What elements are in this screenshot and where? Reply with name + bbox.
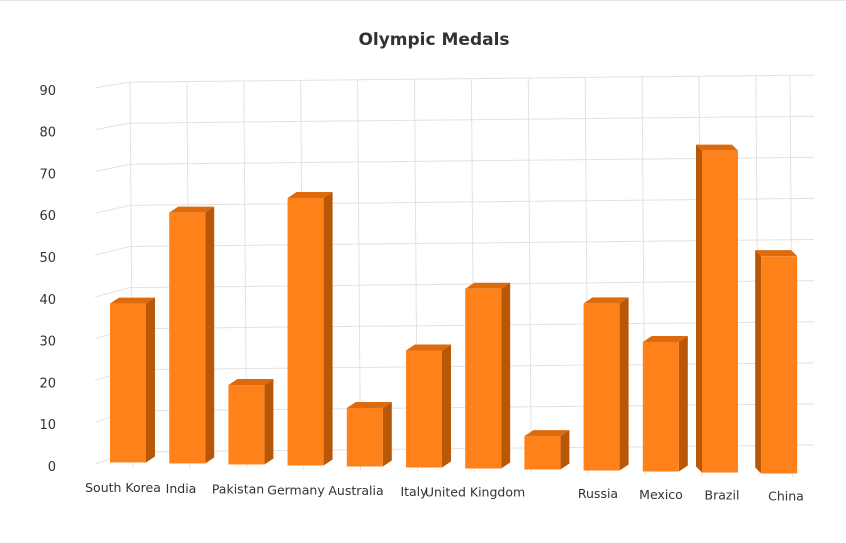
bar-top-11 xyxy=(755,250,798,257)
gridline-left-8 xyxy=(94,122,131,131)
bar-front-3 xyxy=(287,197,324,466)
y-tick-label: 10 xyxy=(39,418,56,433)
bar-front-2 xyxy=(228,385,265,465)
bar-side-6 xyxy=(501,282,511,469)
bar-8 xyxy=(583,297,629,471)
y-tick-label: 0 xyxy=(48,460,56,475)
bar-front-6 xyxy=(465,288,502,469)
bar-side-2 xyxy=(264,379,274,465)
bar-side-7 xyxy=(560,430,570,470)
y-tick-label: 20 xyxy=(39,376,56,391)
bar-top-4 xyxy=(346,401,392,408)
bar-5 xyxy=(406,344,451,468)
x-tick-label: Mexico xyxy=(639,487,683,502)
x-tick-label: China xyxy=(768,488,804,503)
bar-front-9 xyxy=(642,341,679,472)
bar-front-8 xyxy=(583,303,620,471)
bar-top-3 xyxy=(287,191,333,198)
gridline-left-5 xyxy=(94,246,131,256)
bar-front-10 xyxy=(702,150,738,473)
bar-front-1 xyxy=(169,212,206,464)
gridline-left-7 xyxy=(94,163,131,172)
bar-top-9 xyxy=(642,335,688,342)
bar-2 xyxy=(228,379,274,465)
bar-front-0 xyxy=(110,303,146,463)
bar-side-9 xyxy=(678,335,688,472)
bar-side-10 xyxy=(696,144,702,473)
bar-front-11 xyxy=(761,256,798,474)
bar-side-4 xyxy=(382,401,392,467)
bar-4 xyxy=(346,401,392,467)
gridline-left-9 xyxy=(94,81,131,89)
x-tick-label: Australia xyxy=(328,483,383,498)
y-tick-label: 80 xyxy=(39,126,56,141)
x-tick-label: South Korea xyxy=(85,480,161,495)
bar-10 xyxy=(696,144,738,473)
bar-6 xyxy=(465,282,511,469)
bar-top-10 xyxy=(696,144,738,151)
bar-top-5 xyxy=(406,344,451,351)
x-tick-label: Germany xyxy=(267,482,325,497)
gridline-left-4 xyxy=(94,287,131,298)
bar-side-11 xyxy=(755,250,762,474)
bar-9 xyxy=(642,335,688,472)
bar-top-6 xyxy=(465,282,511,289)
bar-11 xyxy=(755,250,798,474)
bar-top-1 xyxy=(169,206,215,213)
bar-top-0 xyxy=(110,297,155,304)
chart-title: Olympic Medals xyxy=(358,30,510,50)
bar-side-8 xyxy=(619,297,629,471)
bar-side-0 xyxy=(146,297,155,463)
bar-front-7 xyxy=(524,436,561,470)
y-tick-label: 90 xyxy=(39,84,56,99)
top-border xyxy=(0,0,846,1)
bar-1 xyxy=(169,206,215,464)
bars xyxy=(110,144,798,474)
bar-front-5 xyxy=(406,350,442,468)
x-tick-label: Pakistan xyxy=(212,482,264,497)
bar-top-8 xyxy=(583,297,629,304)
y-tick-label: 40 xyxy=(39,293,56,308)
x-tick-label: India xyxy=(166,481,197,496)
gridline-9 xyxy=(129,74,815,83)
y-tick-label: 50 xyxy=(39,251,56,266)
x-tick-label: United Kingdom xyxy=(425,485,525,500)
bar-7 xyxy=(524,430,570,470)
y-tick-label: 60 xyxy=(39,209,56,224)
gridline-left-6 xyxy=(94,204,131,214)
bar-0 xyxy=(110,297,155,463)
y-tick-label: 70 xyxy=(39,167,56,182)
bar-top-2 xyxy=(228,379,274,386)
x-tick-label: Italy xyxy=(400,484,428,499)
bar-top-7 xyxy=(524,430,570,437)
x-tick-label: Russia xyxy=(578,486,618,501)
bar-side-1 xyxy=(205,206,215,464)
x-tick-label: Brazil xyxy=(705,488,740,503)
y-axis: 0 10 20 30 40 50 60 70 80 90 xyxy=(39,84,56,475)
y-tick-label: 30 xyxy=(39,335,56,350)
bar-side-5 xyxy=(442,344,451,468)
bar-3 xyxy=(287,191,333,466)
x-axis: South Korea India Pakistan Germany Australia… xyxy=(85,480,804,503)
bar-front-4 xyxy=(346,407,383,467)
bar-side-3 xyxy=(323,191,333,466)
gridline-vertical-7 xyxy=(527,77,532,474)
